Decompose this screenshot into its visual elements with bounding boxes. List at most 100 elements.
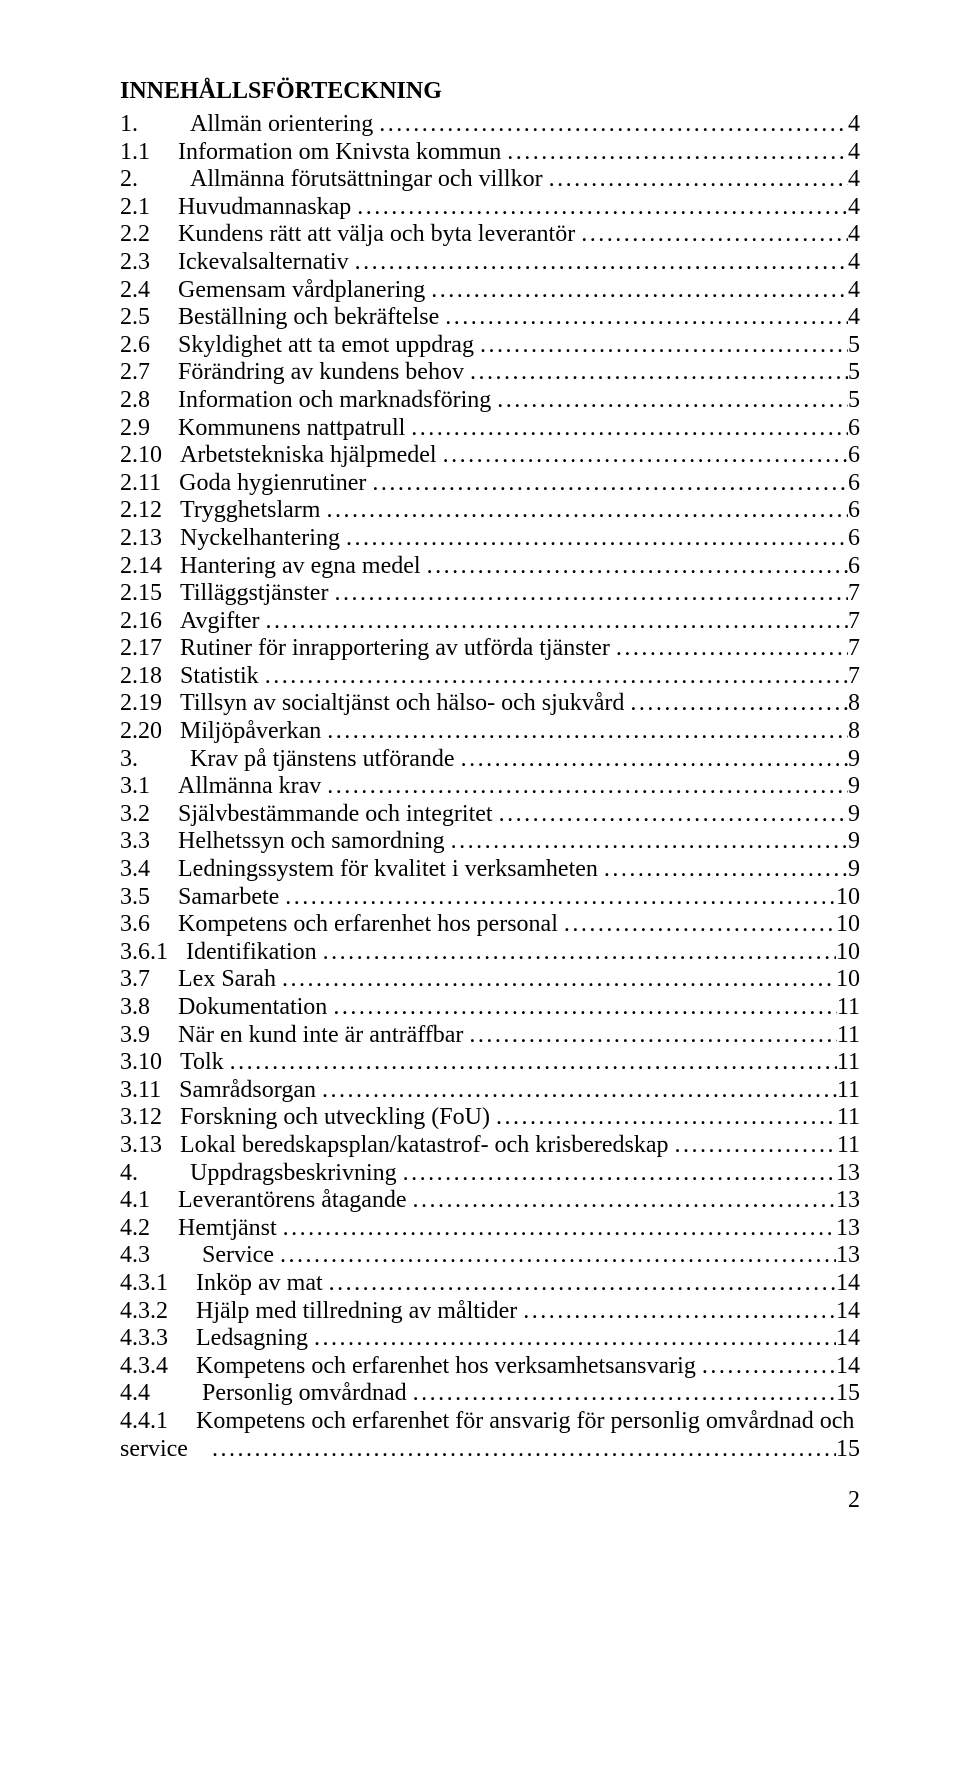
toc-leader-dots	[575, 221, 848, 249]
toc-entry-number: 2.	[120, 166, 138, 194]
toc-entry-title: Miljöpåverkan	[180, 718, 321, 746]
toc-entry-page: 14	[836, 1270, 860, 1298]
toc-entry-number: 2.13	[120, 525, 162, 553]
toc-entry-number: 2.12	[120, 497, 162, 525]
toc-leader-dots	[464, 359, 848, 387]
toc-row: 4.3.1Inköp av mat14	[120, 1270, 860, 1298]
toc-leader-dots	[316, 1077, 837, 1105]
toc-row: 4.3.3Ledsagning14	[120, 1325, 860, 1353]
toc-entry-title: Hantering av egna medel	[180, 553, 421, 581]
toc-entry-number: 3.10	[120, 1049, 162, 1077]
toc-entry-title: När en kund inte är anträffbar	[178, 1022, 463, 1050]
toc-entry-page: 4	[848, 111, 860, 139]
toc-row: 1.1Information om Knivsta kommun4	[120, 139, 860, 167]
toc-entry-title: Statistik	[180, 663, 259, 691]
toc-leader-dots	[610, 635, 848, 663]
toc-row: 2.3Ickevalsalternativ4	[120, 249, 860, 277]
toc-entry-number: 1.1	[120, 139, 150, 167]
toc-entry-number: 2.1	[120, 194, 150, 222]
toc-row: service 15	[120, 1436, 860, 1464]
toc-entry-number: 4.4.1	[120, 1408, 168, 1436]
toc-entry-title: Avgifter	[180, 608, 260, 636]
toc-entry-title: Förändring av kundens behov	[178, 359, 464, 387]
toc-entry-title: Dokumentation	[178, 994, 327, 1022]
toc-entry-page: 4	[848, 221, 860, 249]
toc-entry-title: Kundens rätt att välja och byta leverant…	[178, 221, 575, 249]
toc-row: 3.10Tolk11	[120, 1049, 860, 1077]
toc-leader-dots	[206, 1436, 836, 1464]
toc-leader-dots	[425, 277, 848, 305]
toc-entry-page: 5	[848, 359, 860, 387]
toc-entry-page: 6	[848, 442, 860, 470]
toc-entry-title: Information om Knivsta kommun	[178, 139, 501, 167]
toc-entry-number: 4.2	[120, 1215, 150, 1243]
toc-entry-number: 2.10	[120, 442, 162, 470]
toc-row: 4.3.4Kompetens och erfarenhet hos verksa…	[120, 1353, 860, 1381]
toc-row: 2.5Beställning och bekräftelse4	[120, 304, 860, 332]
toc-leader-dots	[259, 663, 848, 691]
toc-entry-number: 2.15	[120, 580, 162, 608]
toc-entry-title: Hjälp med tillredning av måltider	[196, 1298, 517, 1326]
toc-entry-title: Samrådsorgan	[179, 1077, 316, 1105]
toc-entry-number: 4.3.3	[120, 1325, 168, 1353]
toc-leader-dots	[328, 580, 848, 608]
toc-entry-number: 4.1	[120, 1187, 150, 1215]
toc-entry-title: Nyckelhantering	[180, 525, 340, 553]
toc-entry-page: 9	[848, 773, 860, 801]
toc-leader-dots	[455, 746, 848, 774]
toc-row: 2.9Kommunens nattpatrull6	[120, 415, 860, 443]
toc-entry-number: 2.18	[120, 663, 162, 691]
toc-entry-page: 15	[836, 1436, 860, 1464]
toc-entry-page: 9	[848, 801, 860, 829]
toc-leader-dots	[493, 801, 848, 829]
toc-entry-title: Ledningssystem för kvalitet i verksamhet…	[178, 856, 598, 884]
toc-entry-title: Trygghetslarm	[180, 497, 320, 525]
toc-entry-number: 3.11	[120, 1077, 161, 1105]
toc-entry-title: Kommunens nattpatrull	[178, 415, 405, 443]
toc-entry-title: Skyldighet att ta emot uppdrag	[178, 332, 474, 360]
toc-row: 3.9När en kund inte är anträffbar11	[120, 1022, 860, 1050]
toc-entry-title: Kompetens och erfarenhet hos personal	[178, 911, 558, 939]
toc-entry-title: Information och marknadsföring	[178, 387, 491, 415]
toc-entry-title: Tolk	[180, 1049, 224, 1077]
toc-entry-page: 5	[848, 387, 860, 415]
toc-entry-number: 2.3	[120, 249, 150, 277]
toc-entry-number: 3.	[120, 746, 138, 774]
toc-entry-title: Huvudmannaskap	[178, 194, 351, 222]
toc-leader-dots	[463, 1022, 836, 1050]
toc-entry-page: 7	[848, 580, 860, 608]
toc-entry-title: Ickevalsalternativ	[178, 249, 349, 277]
toc-entry-page: 8	[848, 690, 860, 718]
toc-row: 2.14Hantering av egna medel6	[120, 553, 860, 581]
toc-entry-page: 4	[848, 304, 860, 332]
toc-leader-dots	[320, 497, 848, 525]
toc-leader-dots	[397, 1160, 836, 1188]
toc-row: 2.6Skyldighet att ta emot uppdrag5	[120, 332, 860, 360]
toc-entry-number: 3.7	[120, 966, 150, 994]
toc-entry-page: 13	[836, 1187, 860, 1215]
toc-entry-title: Uppdragsbeskrivning	[190, 1160, 397, 1188]
toc-leader-dots	[373, 111, 848, 139]
toc-entry-page: 5	[848, 332, 860, 360]
toc-entry-number: service	[120, 1436, 188, 1464]
toc-entry-number: 4.3.4	[120, 1353, 168, 1381]
toc-row: 2.11Goda hygienrutiner6	[120, 470, 860, 498]
toc-leader-dots	[407, 1380, 836, 1408]
toc-row: 2.10Arbetstekniska hjälpmedel6	[120, 442, 860, 470]
toc-entry-page: 14	[836, 1325, 860, 1353]
toc-row: 3.1Allmänna krav9	[120, 773, 860, 801]
toc-row: 3.12Forskning och utveckling (FoU)11	[120, 1104, 860, 1132]
toc-entry-page: 6	[848, 415, 860, 443]
toc-entry-number: 2.16	[120, 608, 162, 636]
toc-row: 3.3Helhetssyn och samordning9	[120, 828, 860, 856]
toc-entry-page: 4	[848, 166, 860, 194]
toc-entry-number: 3.4	[120, 856, 150, 884]
toc-row: 2.16Avgifter7	[120, 608, 860, 636]
toc-row: 1.Allmän orientering4	[120, 111, 860, 139]
toc-entry-number: 2.7	[120, 359, 150, 387]
toc-entry-number: 3.8	[120, 994, 150, 1022]
toc-entry-title: Goda hygienrutiner	[179, 470, 366, 498]
toc-entry-title: Tilläggstjänster	[180, 580, 328, 608]
toc-leader-dots	[276, 966, 836, 994]
toc-leader-dots	[321, 718, 848, 746]
